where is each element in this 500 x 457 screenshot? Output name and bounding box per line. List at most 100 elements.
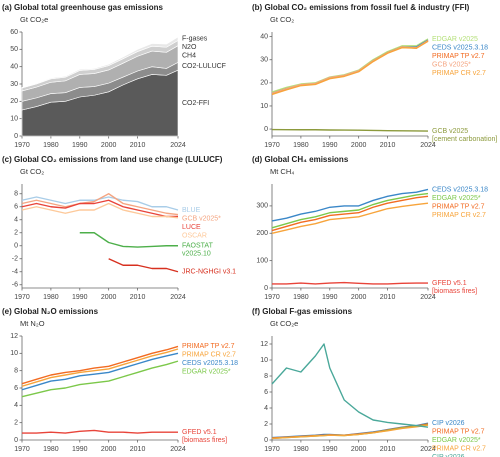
y-tick-label: 20 bbox=[260, 80, 268, 87]
panel-title: (b) Global CO₂ emissions from fossil fue… bbox=[252, 3, 470, 12]
line bbox=[79, 232, 178, 248]
y-tick-label: 10 bbox=[10, 350, 18, 357]
series-label: EDGAR v2025* bbox=[432, 437, 481, 444]
line bbox=[21, 360, 179, 398]
series-label: PRIMAP TP v2.7 bbox=[432, 429, 485, 436]
y-tick-label: -6 bbox=[12, 282, 18, 289]
y-tick-label: 6 bbox=[14, 385, 18, 392]
y-tick-label: 10 bbox=[260, 357, 268, 364]
line bbox=[271, 40, 429, 96]
panel-subtitle: Gt CO₂ bbox=[20, 167, 44, 176]
x-tick-label: 2010 bbox=[130, 142, 146, 149]
y-tick-label: 6 bbox=[14, 204, 18, 211]
y-tick-label: 0 bbox=[14, 133, 18, 140]
panel-title: (d) Global CH₄ emissions bbox=[252, 155, 349, 164]
line bbox=[271, 424, 429, 440]
series-label: CIP v2026 bbox=[432, 454, 465, 457]
series-label: PRIMAP TP v2.7 bbox=[432, 203, 485, 210]
series-label: OSCAR bbox=[182, 232, 207, 239]
x-tick-label: 2010 bbox=[380, 294, 396, 301]
series-label: EDGAR v2025* bbox=[182, 369, 231, 376]
line bbox=[21, 193, 179, 216]
y-tick-label: 2 bbox=[14, 230, 18, 237]
series-label: EDGAR v2025 bbox=[432, 36, 478, 43]
x-tick-label: 2024 bbox=[420, 294, 436, 301]
series-label: CIP v2026 bbox=[432, 420, 465, 427]
x-tick-label: 1980 bbox=[293, 142, 309, 149]
series-label: CEDS v2025.3.18 bbox=[432, 186, 488, 193]
y-tick-label: 4 bbox=[14, 217, 18, 224]
panel-subtitle: Gt CO₂e bbox=[20, 15, 48, 24]
x-tick-label: 1990 bbox=[322, 294, 338, 301]
series-label: CO2-FFI bbox=[182, 100, 209, 107]
series-label: GCB v2025 bbox=[432, 128, 468, 135]
series-label: PRIMAP CR v2.7 bbox=[432, 212, 486, 219]
series-label: CEDS v2025.3.18 bbox=[182, 360, 238, 367]
series-note: [cement carbonation] bbox=[432, 136, 497, 143]
panel-title: (a) Global total greenhouse gas emission… bbox=[2, 3, 163, 12]
series-label: CH4 bbox=[182, 53, 196, 60]
line bbox=[21, 196, 179, 211]
x-tick-label: 1980 bbox=[293, 294, 309, 301]
series-label: PRIMAP CR v2.7 bbox=[182, 352, 236, 359]
y-tick-label: 6 bbox=[264, 389, 268, 396]
series-label: EDGAR v2025* bbox=[432, 195, 481, 202]
panel-subtitle: Gt CO₂e bbox=[270, 319, 298, 328]
line bbox=[22, 429, 178, 434]
x-tick-label: 2024 bbox=[170, 142, 186, 149]
x-tick-label: 1970 bbox=[264, 294, 280, 301]
y-tick-label: -2 bbox=[12, 256, 18, 263]
line bbox=[21, 199, 178, 218]
y-tick-label: 10 bbox=[10, 116, 18, 123]
series-label: GFED v5.1 bbox=[182, 429, 217, 436]
panel-subtitle: Mt CH₄ bbox=[270, 167, 294, 176]
y-tick-label: 30 bbox=[10, 81, 18, 88]
y-tick-label: 10 bbox=[260, 103, 268, 110]
y-tick-label: 0 bbox=[14, 243, 18, 250]
x-tick-label: 2000 bbox=[101, 294, 117, 301]
y-tick-label: 8 bbox=[264, 373, 268, 380]
series-label: PRIMAP CR v2.7 bbox=[432, 446, 486, 453]
series-label: FAOSTAT bbox=[182, 243, 214, 250]
x-tick-label: 1970 bbox=[14, 142, 30, 149]
y-tick-label: 4 bbox=[264, 405, 268, 412]
y-tick-label: 20 bbox=[10, 98, 18, 105]
y-tick-label: 300 bbox=[256, 203, 268, 210]
x-tick-label: 1990 bbox=[72, 446, 88, 453]
y-tick-label: 2 bbox=[14, 420, 18, 427]
y-tick-label: 8 bbox=[14, 191, 18, 198]
x-tick-label: 2024 bbox=[420, 446, 436, 453]
x-tick-label: 1990 bbox=[322, 446, 338, 453]
series-label: CEDS v2025.3.18 bbox=[432, 44, 488, 51]
series-note: v2025.10 bbox=[182, 251, 211, 258]
x-tick-label: 2024 bbox=[170, 446, 186, 453]
x-tick-label: 2010 bbox=[380, 446, 396, 453]
y-tick-label: 0 bbox=[14, 437, 18, 444]
y-tick-label: 50 bbox=[10, 46, 18, 53]
series-label: N2O bbox=[182, 44, 197, 51]
x-tick-label: 1980 bbox=[293, 446, 309, 453]
series-label: LUCE bbox=[182, 224, 201, 231]
x-tick-label: 2000 bbox=[101, 446, 117, 453]
y-tick-label: 0 bbox=[264, 285, 268, 292]
y-tick-label: 40 bbox=[260, 33, 268, 40]
y-tick-label: 4 bbox=[14, 402, 18, 409]
x-tick-label: 2000 bbox=[351, 294, 367, 301]
x-tick-label: 2000 bbox=[351, 142, 367, 149]
line bbox=[21, 345, 179, 385]
line bbox=[271, 195, 429, 232]
x-tick-label: 2010 bbox=[130, 294, 146, 301]
y-tick-label: 8 bbox=[14, 368, 18, 375]
area bbox=[21, 36, 179, 89]
y-tick-label: 2 bbox=[264, 421, 268, 428]
line bbox=[271, 202, 429, 234]
series-label: JRC-NGHGI v3.1 bbox=[182, 269, 236, 276]
y-tick-label: 12 bbox=[260, 341, 268, 348]
series-label: CO2-LULUCF bbox=[182, 63, 226, 70]
y-tick-label: 30 bbox=[260, 57, 268, 64]
panel-title: (e) Global N₂O emissions bbox=[2, 307, 99, 316]
y-tick-label: 60 bbox=[10, 29, 18, 36]
x-tick-label: 1970 bbox=[264, 142, 280, 149]
y-tick-label: 0 bbox=[264, 126, 268, 133]
series-label: PRIMAP CR v2.7 bbox=[432, 70, 486, 77]
